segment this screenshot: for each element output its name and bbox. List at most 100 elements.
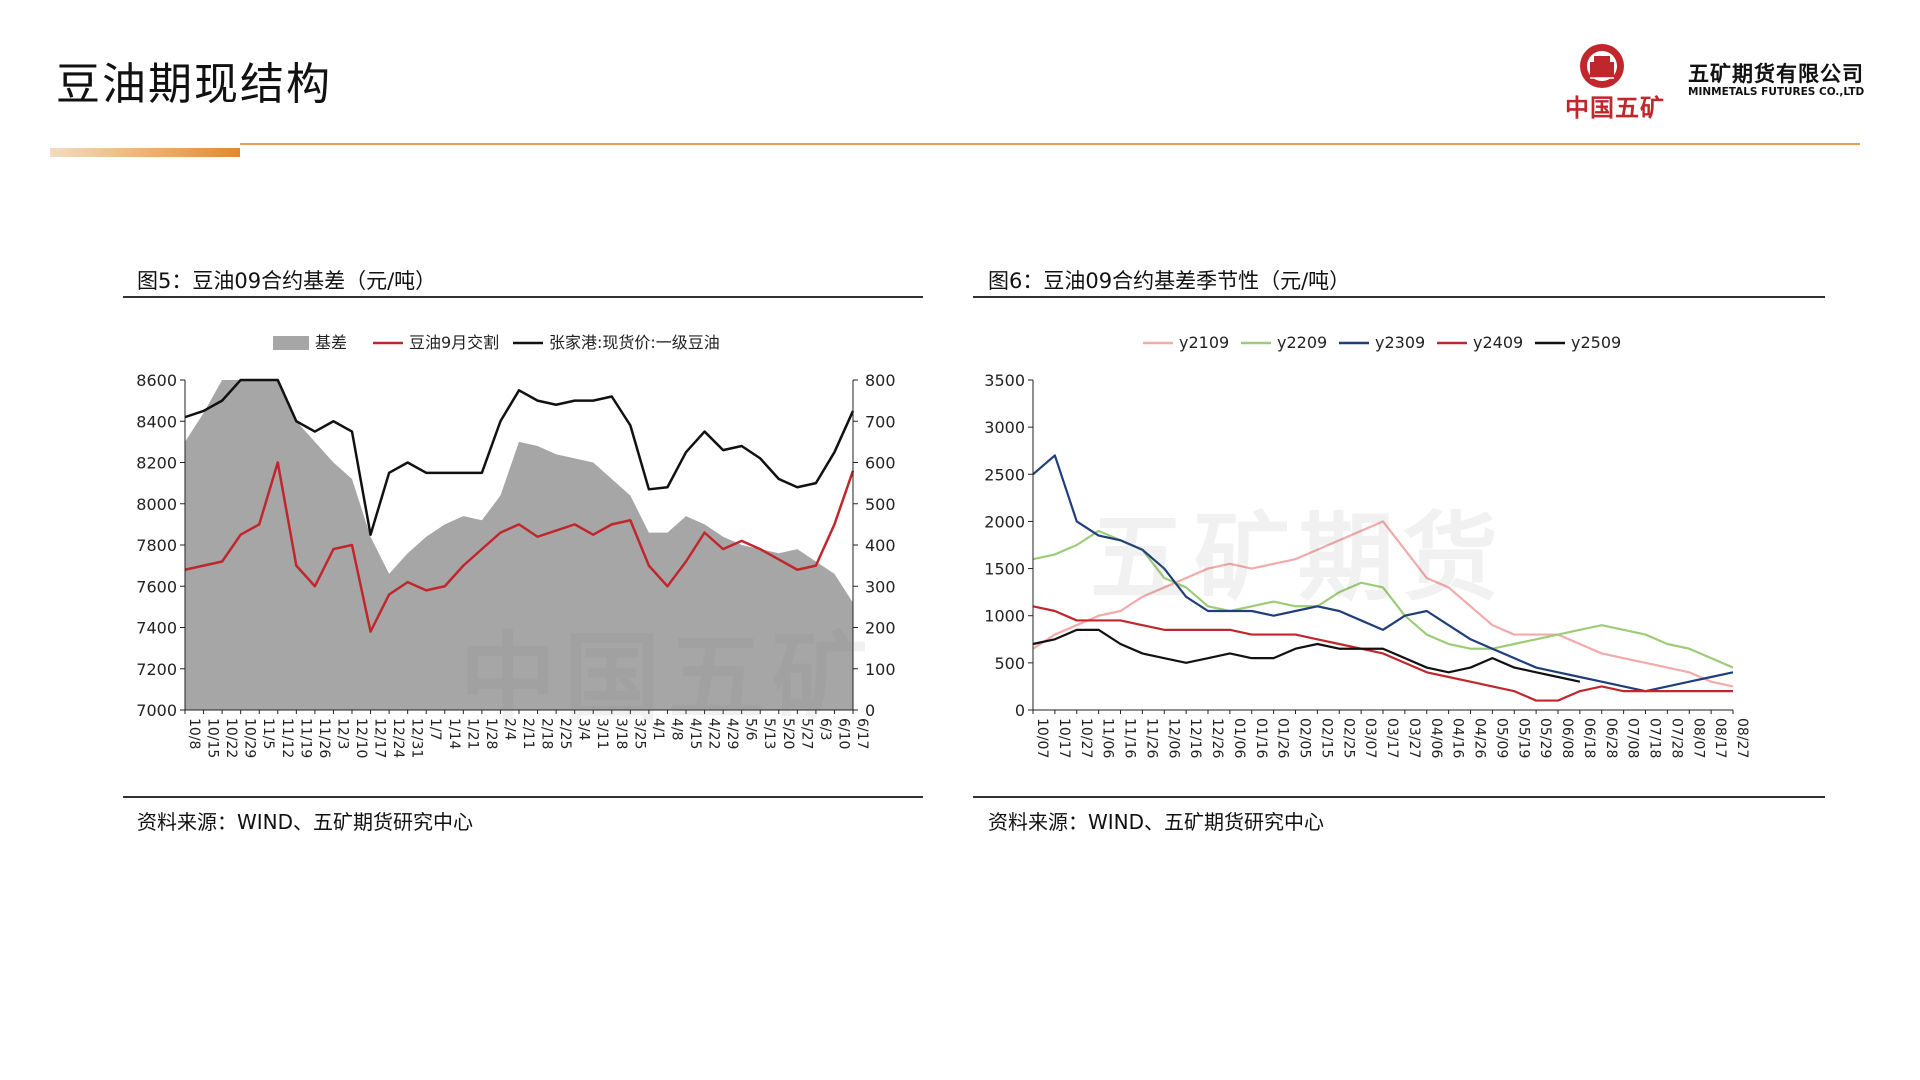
x-tick-label: 12/24 — [390, 718, 406, 758]
x-tick-label: 02/05 — [1297, 718, 1313, 758]
chart1-title: 图5：豆油09合约基差（元/吨） — [137, 269, 437, 293]
y-tick-label: 1500 — [984, 560, 1025, 579]
x-tick-label: 4/29 — [724, 718, 740, 749]
x-tick-label: 3/18 — [613, 718, 629, 749]
x-tick-label: 11/19 — [297, 718, 313, 758]
y-tick-label: 3500 — [984, 371, 1025, 390]
y-tick-label-left: 7600 — [136, 577, 177, 596]
legend-label-y2409: y2409 — [1473, 333, 1523, 352]
x-tick-label: 12/17 — [372, 718, 388, 758]
x-tick-label: 07/08 — [1625, 718, 1641, 758]
y-tick-label-left: 7400 — [136, 619, 177, 638]
y-tick-label-right: 200 — [865, 619, 896, 638]
chart2-svg: y2109 y2209 y2309 y2409 y2509 0 500 1000 1500 200… — [984, 333, 1750, 758]
x-tick-label: 07/18 — [1647, 718, 1663, 758]
legend-label-y2109: y2109 — [1179, 333, 1229, 352]
legend-label-0: 基差 — [315, 333, 347, 352]
chart1-source: 资料来源：WIND、五矿期货研究中心 — [137, 810, 474, 834]
page-title: 豆油期现结构 — [56, 59, 332, 110]
x-tick-label: 03/07 — [1362, 718, 1378, 758]
x-tick-label: 10/15 — [205, 718, 221, 758]
x-tick-label: 02/15 — [1318, 718, 1334, 758]
logo-text-cn: 中国五矿 — [1565, 94, 1665, 122]
x-tick-label: 11/26 — [316, 718, 332, 758]
company-name: 五矿期货有限公司 — [1688, 62, 1864, 86]
y-tick-label-right: 700 — [865, 412, 896, 431]
x-tick-label: 12/16 — [1187, 718, 1203, 758]
series-line-y2409 — [1032, 605, 1733, 702]
y-tick-label: 2500 — [984, 465, 1025, 484]
x-tick-label: 11/12 — [279, 718, 295, 758]
x-tick-label: 10/27 — [1078, 718, 1094, 758]
y-tick-label-right: 300 — [865, 577, 896, 596]
x-tick-label: 12/06 — [1165, 718, 1181, 758]
legend-swatch-basis — [273, 336, 309, 350]
x-tick-label: 04/26 — [1472, 718, 1488, 758]
x-tick-label: 3/4 — [576, 718, 592, 741]
y-tick-label-right: 500 — [865, 495, 896, 514]
x-tick-label: 11/16 — [1122, 718, 1138, 758]
chart2-bottom-rule — [973, 796, 1825, 798]
x-tick-label: 04/06 — [1428, 718, 1444, 758]
x-tick-label: 11/5 — [260, 718, 276, 749]
x-tick-label: 2/18 — [539, 718, 555, 749]
y-tick-label-left: 8200 — [136, 454, 177, 473]
x-tick-label: 4/15 — [687, 718, 703, 749]
y-tick-label: 1000 — [984, 607, 1025, 626]
x-tick-label: 10/22 — [223, 718, 239, 758]
x-tick-label: 4/22 — [706, 718, 722, 749]
y-tick-label-left: 7800 — [136, 536, 177, 555]
x-tick-label: 2/11 — [520, 718, 536, 749]
x-tick-label: 04/16 — [1450, 718, 1466, 758]
y-tick-label-right: 400 — [865, 536, 896, 555]
legend-label-y2309: y2309 — [1375, 333, 1425, 352]
x-tick-label: 2/4 — [501, 718, 517, 741]
x-tick-label: 12/26 — [1209, 718, 1225, 758]
chart2-source: 资料来源：WIND、五矿期货研究中心 — [988, 810, 1325, 834]
series-line-y2209 — [1032, 529, 1734, 669]
series-line-1 — [184, 461, 855, 633]
x-tick-label: 12/3 — [334, 718, 350, 749]
x-tick-label: 4/1 — [650, 718, 666, 741]
x-tick-label: 1/28 — [483, 718, 499, 749]
x-tick-label: 6/10 — [835, 718, 851, 749]
x-tick-label: 05/09 — [1493, 718, 1509, 758]
company-name-en: MINMETALS FUTURES CO.,LTD — [1688, 86, 1865, 98]
x-tick-label: 03/27 — [1406, 718, 1422, 758]
y-tick-label: 3000 — [984, 418, 1025, 437]
y-tick-label-left: 8600 — [136, 371, 177, 390]
x-tick-label: 1/21 — [464, 718, 480, 749]
chart1-svg: 基差 豆油9月交割 张家港:现货价:一级豆油70007200740076007800… — [136, 333, 896, 758]
x-tick-label: 08/07 — [1690, 718, 1706, 758]
x-tick-label: 11/26 — [1143, 718, 1159, 758]
x-tick-label: 5/6 — [743, 718, 759, 741]
legend-label-2: 张家港:现货价:一级豆油 — [549, 333, 720, 352]
x-tick-label: 10/17 — [1056, 718, 1072, 758]
header-rule — [240, 143, 1860, 145]
x-tick-label: 03/17 — [1384, 718, 1400, 758]
legend-label-1: 豆油9月交割 — [409, 333, 499, 352]
y-tick-label: 0 — [1015, 701, 1025, 720]
x-tick-label: 1/7 — [427, 718, 443, 741]
chart1-bottom-rule — [123, 796, 923, 798]
x-tick-label: 07/28 — [1668, 718, 1684, 758]
x-tick-label: 02/25 — [1340, 718, 1356, 758]
x-tick-label: 05/29 — [1537, 718, 1553, 758]
x-tick-label: 08/27 — [1734, 718, 1750, 758]
x-tick-label: 2/25 — [557, 718, 573, 749]
y-tick-label-right: 800 — [865, 371, 896, 390]
chart1-top-rule — [123, 296, 923, 298]
x-tick-label: 3/25 — [631, 718, 647, 749]
x-tick-label: 6/3 — [817, 718, 833, 741]
series-line-y2509 — [1032, 628, 1581, 683]
y-tick-label-right: 0 — [865, 701, 875, 720]
x-tick-label: 12/31 — [409, 718, 425, 758]
x-tick-label: 12/10 — [353, 718, 369, 758]
y-tick-label-right: 600 — [865, 454, 896, 473]
x-tick-label: 08/17 — [1712, 718, 1728, 758]
chart2-top-rule — [973, 296, 1825, 298]
y-tick-label-left: 7200 — [136, 660, 177, 679]
y-tick-label-left: 8400 — [136, 412, 177, 431]
x-tick-label: 5/13 — [761, 718, 777, 749]
series-line-2 — [184, 378, 855, 536]
